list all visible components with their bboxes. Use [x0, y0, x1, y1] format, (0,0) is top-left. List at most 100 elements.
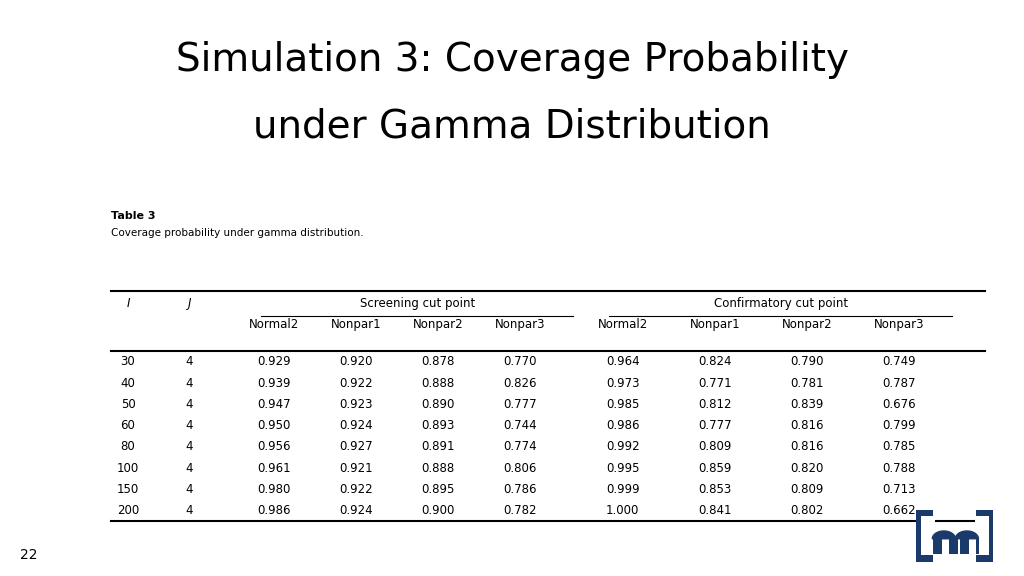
Text: 0.809: 0.809 — [698, 441, 731, 453]
Text: Nonpar2: Nonpar2 — [413, 318, 464, 331]
Text: 200: 200 — [117, 504, 139, 517]
Text: 0.999: 0.999 — [606, 483, 639, 496]
Bar — [916, 510, 934, 562]
Text: 4: 4 — [185, 462, 194, 475]
Text: 0.771: 0.771 — [698, 377, 731, 390]
Text: 0.927: 0.927 — [340, 441, 373, 453]
Text: 40: 40 — [121, 377, 135, 390]
Text: 0.790: 0.790 — [791, 355, 823, 369]
Text: 100: 100 — [117, 462, 139, 475]
Text: 0.920: 0.920 — [340, 355, 373, 369]
Text: 0.878: 0.878 — [422, 355, 455, 369]
Text: 0.922: 0.922 — [340, 483, 373, 496]
Text: 0.774: 0.774 — [504, 441, 537, 453]
Text: 0.924: 0.924 — [340, 504, 373, 517]
Text: 0.812: 0.812 — [698, 398, 731, 411]
Text: 0.662: 0.662 — [883, 504, 915, 517]
Text: 0.923: 0.923 — [340, 398, 373, 411]
Text: 0.859: 0.859 — [698, 462, 731, 475]
Text: 0.799: 0.799 — [883, 419, 915, 432]
Text: 0.788: 0.788 — [883, 462, 915, 475]
Text: 0.841: 0.841 — [698, 504, 731, 517]
Text: 0.895: 0.895 — [422, 483, 455, 496]
Text: 0.744: 0.744 — [504, 419, 537, 432]
Text: 0.782: 0.782 — [504, 504, 537, 517]
Text: Nonpar2: Nonpar2 — [781, 318, 833, 331]
Text: 0.922: 0.922 — [340, 377, 373, 390]
Bar — [976, 537, 979, 554]
Text: 0.900: 0.900 — [422, 504, 455, 517]
Text: 0.824: 0.824 — [698, 355, 731, 369]
Bar — [961, 537, 970, 554]
Text: 0.749: 0.749 — [883, 355, 915, 369]
Text: 4: 4 — [185, 504, 194, 517]
Text: 0.893: 0.893 — [422, 419, 455, 432]
Text: 4: 4 — [185, 355, 194, 369]
Text: 0.980: 0.980 — [258, 483, 291, 496]
Text: 4: 4 — [185, 483, 194, 496]
Text: 0.781: 0.781 — [791, 377, 823, 390]
Bar — [948, 537, 958, 554]
Text: 0.924: 0.924 — [340, 419, 373, 432]
Text: 0.964: 0.964 — [606, 355, 639, 369]
Text: 0.809: 0.809 — [791, 483, 823, 496]
Text: J: J — [187, 297, 191, 310]
Text: Confirmatory cut point: Confirmatory cut point — [714, 297, 848, 310]
Text: 0.888: 0.888 — [422, 462, 455, 475]
Text: Nonpar3: Nonpar3 — [495, 318, 546, 331]
Text: 0.888: 0.888 — [422, 377, 455, 390]
Text: 0.713: 0.713 — [883, 483, 915, 496]
Text: 0.770: 0.770 — [504, 355, 537, 369]
Text: 4: 4 — [185, 419, 194, 432]
Text: 1.000: 1.000 — [606, 504, 639, 517]
Text: 4: 4 — [185, 377, 194, 390]
Text: under Gamma Distribution: under Gamma Distribution — [253, 108, 771, 146]
Text: 0.973: 0.973 — [606, 377, 639, 390]
Text: 0.806: 0.806 — [504, 462, 537, 475]
Text: 0.826: 0.826 — [504, 377, 537, 390]
Text: 150: 150 — [117, 483, 139, 496]
Text: 0.921: 0.921 — [340, 462, 373, 475]
Text: 0.816: 0.816 — [791, 419, 823, 432]
Text: 30: 30 — [121, 355, 135, 369]
Text: Nonpar1: Nonpar1 — [331, 318, 382, 331]
Text: 0.986: 0.986 — [606, 419, 639, 432]
Text: 0.939: 0.939 — [258, 377, 291, 390]
Text: 0.986: 0.986 — [258, 504, 291, 517]
Text: 0.777: 0.777 — [698, 419, 731, 432]
Text: Normal2: Normal2 — [597, 318, 648, 331]
Text: 0.785: 0.785 — [883, 441, 915, 453]
Text: 0.956: 0.956 — [258, 441, 291, 453]
Text: 4: 4 — [185, 441, 194, 453]
Text: Nonpar1: Nonpar1 — [689, 318, 740, 331]
Bar — [977, 510, 993, 562]
Text: 0.950: 0.950 — [258, 419, 291, 432]
Text: Table 3: Table 3 — [111, 211, 155, 221]
Text: 0.891: 0.891 — [422, 441, 455, 453]
Text: 0.839: 0.839 — [791, 398, 823, 411]
Text: 0.961: 0.961 — [258, 462, 291, 475]
Text: 0.853: 0.853 — [698, 483, 731, 496]
Bar — [975, 516, 988, 555]
Text: Simulation 3: Coverage Probability: Simulation 3: Coverage Probability — [175, 41, 849, 79]
Text: 0.890: 0.890 — [422, 398, 455, 411]
Text: 22: 22 — [20, 548, 38, 562]
Text: 0.777: 0.777 — [504, 398, 537, 411]
Text: 80: 80 — [121, 441, 135, 453]
Text: 60: 60 — [121, 419, 135, 432]
Text: Coverage probability under gamma distribution.: Coverage probability under gamma distrib… — [111, 228, 364, 238]
Text: Nonpar3: Nonpar3 — [873, 318, 925, 331]
Bar — [922, 516, 935, 555]
Bar — [933, 537, 942, 554]
Text: 0.929: 0.929 — [258, 355, 291, 369]
Text: 0.995: 0.995 — [606, 462, 639, 475]
Text: Screening cut point: Screening cut point — [359, 297, 475, 310]
Text: 0.992: 0.992 — [606, 441, 639, 453]
Text: I: I — [126, 297, 130, 310]
Text: 50: 50 — [121, 398, 135, 411]
Text: 0.676: 0.676 — [883, 398, 915, 411]
Text: 4: 4 — [185, 398, 194, 411]
Text: 0.816: 0.816 — [791, 441, 823, 453]
Text: 0.947: 0.947 — [258, 398, 291, 411]
Text: 0.985: 0.985 — [606, 398, 639, 411]
